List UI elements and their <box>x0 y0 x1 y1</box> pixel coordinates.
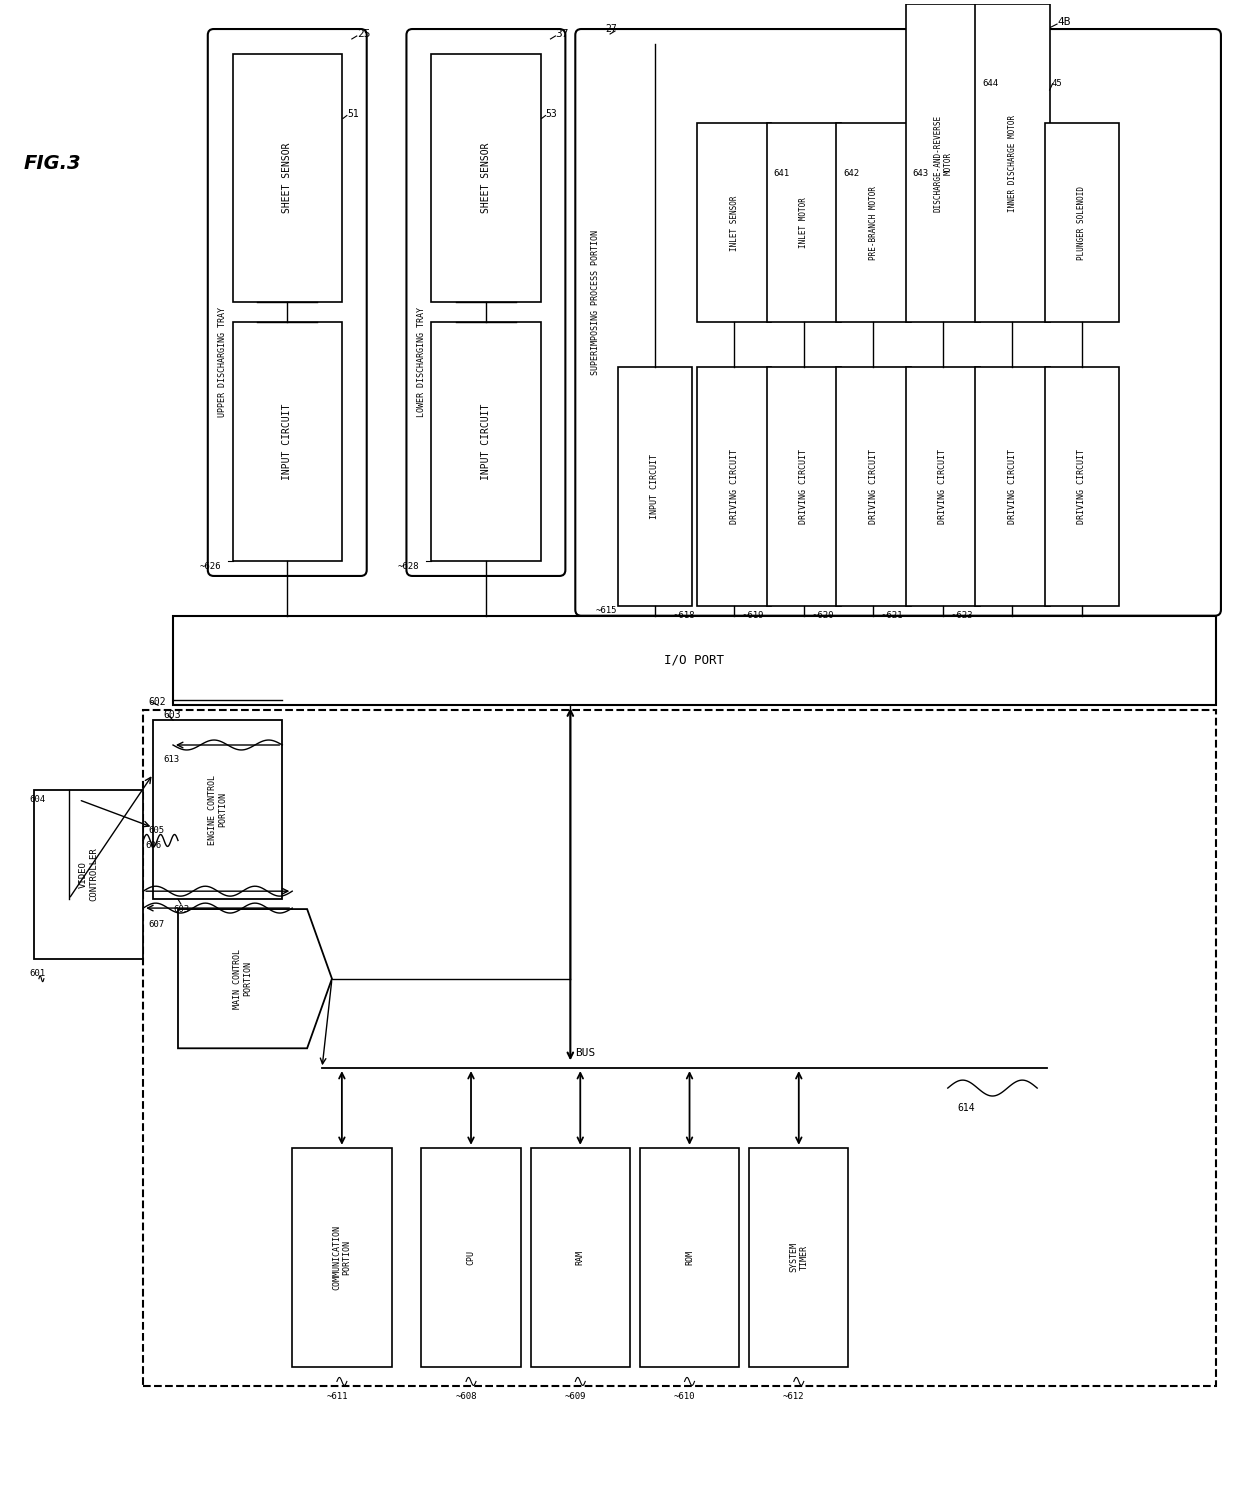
Text: DRIVING CIRCUIT: DRIVING CIRCUIT <box>1008 448 1017 524</box>
Text: 601: 601 <box>29 968 45 979</box>
Polygon shape <box>179 909 332 1049</box>
Bar <box>697 124 771 322</box>
Text: 607: 607 <box>149 921 165 930</box>
Bar <box>33 790 144 958</box>
Text: SYSTEM
TIMER: SYSTEM TIMER <box>789 1243 808 1272</box>
Text: DRIVING CIRCUIT: DRIVING CIRCUIT <box>869 448 878 524</box>
Text: 25: 25 <box>357 28 371 39</box>
Bar <box>836 124 910 322</box>
Text: PRE-BRANCH MOTOR: PRE-BRANCH MOTOR <box>869 186 878 259</box>
Text: ~618: ~618 <box>673 611 694 620</box>
Text: 51: 51 <box>347 109 358 119</box>
Text: RAM: RAM <box>575 1250 585 1265</box>
Text: 643: 643 <box>913 168 929 177</box>
Text: DRIVING CIRCUIT: DRIVING CIRCUIT <box>800 448 808 524</box>
Text: ~615: ~615 <box>595 606 616 615</box>
Text: ROM: ROM <box>684 1250 694 1265</box>
Text: 604: 604 <box>29 796 45 805</box>
Text: 614: 614 <box>957 1103 976 1113</box>
Text: DRIVING CIRCUIT: DRIVING CIRCUIT <box>939 448 947 524</box>
Bar <box>697 367 771 606</box>
FancyBboxPatch shape <box>575 28 1221 615</box>
Text: ~610: ~610 <box>673 1392 696 1401</box>
Bar <box>975 4 1049 322</box>
FancyBboxPatch shape <box>208 28 367 577</box>
Text: INLET SENSOR: INLET SENSOR <box>729 195 739 250</box>
Bar <box>618 367 692 606</box>
Text: ~609: ~609 <box>564 1392 587 1401</box>
Bar <box>432 54 541 302</box>
Text: ~626: ~626 <box>200 562 221 571</box>
Text: 641: 641 <box>774 168 790 177</box>
Text: SHEET SENSOR: SHEET SENSOR <box>481 143 491 213</box>
Bar <box>905 4 980 322</box>
Text: 603: 603 <box>164 711 181 720</box>
Text: FIG.3: FIG.3 <box>24 153 82 173</box>
Text: INNER DISCHARGE MOTOR: INNER DISCHARGE MOTOR <box>1008 115 1017 212</box>
Text: 45: 45 <box>1052 79 1063 88</box>
Text: 613: 613 <box>164 755 180 764</box>
Bar <box>905 367 980 606</box>
Text: UPPER DISCHARGING TRAY: UPPER DISCHARGING TRAY <box>218 307 227 417</box>
Bar <box>174 615 1216 705</box>
Text: SUPERIMPOSING PROCESS PORTION: SUPERIMPOSING PROCESS PORTION <box>590 229 600 375</box>
Bar <box>836 367 910 606</box>
Text: INPUT CIRCUIT: INPUT CIRCUIT <box>650 454 660 519</box>
Text: ~621: ~621 <box>882 611 904 620</box>
Text: ~619: ~619 <box>743 611 765 620</box>
Bar <box>154 720 283 898</box>
Text: ~611: ~611 <box>326 1392 347 1401</box>
Text: COMMUNICATION
PORTION: COMMUNICATION PORTION <box>332 1225 352 1290</box>
Text: INPUT CIRCUIT: INPUT CIRCUIT <box>283 404 293 480</box>
Bar <box>766 367 841 606</box>
Text: INPUT CIRCUIT: INPUT CIRCUIT <box>481 404 491 480</box>
Bar <box>432 322 541 562</box>
Text: 27: 27 <box>605 24 616 34</box>
Bar <box>233 54 342 302</box>
Bar <box>233 322 342 562</box>
Text: 606: 606 <box>145 840 161 849</box>
Text: 605: 605 <box>149 825 165 834</box>
Text: 53: 53 <box>546 109 557 119</box>
Bar <box>1044 124 1120 322</box>
Bar <box>640 1147 739 1366</box>
Text: ~612: ~612 <box>784 1392 805 1401</box>
Text: ~620: ~620 <box>812 611 835 620</box>
FancyBboxPatch shape <box>407 28 565 577</box>
Bar <box>975 367 1049 606</box>
Text: ~623: ~623 <box>951 611 973 620</box>
Bar <box>422 1147 521 1366</box>
Text: MAIN CONTROL
PORTION: MAIN CONTROL PORTION <box>233 949 252 1009</box>
Text: 602: 602 <box>149 697 166 708</box>
Text: LOWER DISCHARGING TRAY: LOWER DISCHARGING TRAY <box>417 307 425 417</box>
Text: PLUNGER SOLENOID: PLUNGER SOLENOID <box>1078 186 1086 259</box>
Bar <box>293 1147 392 1366</box>
Text: INLET MOTOR: INLET MOTOR <box>800 198 808 249</box>
Bar <box>144 711 1216 1386</box>
Text: I/O PORT: I/O PORT <box>665 654 724 668</box>
Bar <box>749 1147 848 1366</box>
Text: DRIVING CIRCUIT: DRIVING CIRCUIT <box>1078 448 1086 524</box>
Text: ~628: ~628 <box>398 562 419 571</box>
Text: 4B: 4B <box>1056 16 1070 27</box>
Text: 603: 603 <box>174 904 190 913</box>
Bar <box>1044 367 1120 606</box>
Text: DISCHARGE-AND-REVERSE
MOTOR: DISCHARGE-AND-REVERSE MOTOR <box>934 115 952 212</box>
Text: SHEET SENSOR: SHEET SENSOR <box>283 143 293 213</box>
Text: DRIVING CIRCUIT: DRIVING CIRCUIT <box>729 448 739 524</box>
Text: VIDEO
CONTROLLER: VIDEO CONTROLLER <box>79 848 98 901</box>
Bar <box>766 124 841 322</box>
Bar <box>531 1147 630 1366</box>
Text: BUS: BUS <box>575 1049 595 1058</box>
Text: 642: 642 <box>843 168 859 177</box>
Text: ~608: ~608 <box>455 1392 477 1401</box>
Text: CPU: CPU <box>466 1250 475 1265</box>
Text: ENGINE CONTROL
PORTION: ENGINE CONTROL PORTION <box>208 775 227 845</box>
Text: 37: 37 <box>556 28 569 39</box>
Text: 644: 644 <box>982 79 998 88</box>
